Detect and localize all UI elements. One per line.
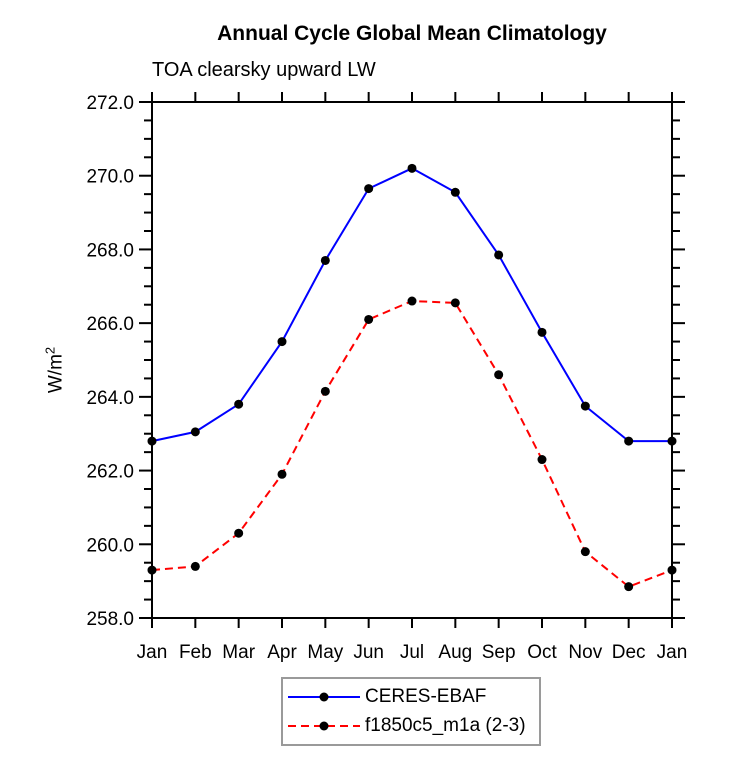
y-tick-label: 260.0 — [86, 535, 134, 556]
series-1-point — [364, 314, 374, 324]
legend-item-model: f1850c5_m1a (2-3) — [285, 715, 539, 737]
legend-line-sample-dashed — [288, 721, 360, 731]
series-1-point — [667, 565, 677, 575]
series-1-point — [494, 370, 504, 380]
x-tick-label: Nov — [568, 642, 602, 663]
series-1-point — [450, 298, 460, 308]
legend-line-sample-solid — [288, 692, 360, 702]
x-tick-label: Oct — [527, 642, 557, 663]
series-0-point — [494, 250, 504, 260]
series-0-point — [667, 436, 677, 446]
legend: CERES-EBAF f1850c5_m1a (2-3) — [281, 677, 541, 746]
legend-label: f1850c5_m1a (2-3) — [365, 715, 526, 736]
series-0-point — [624, 436, 634, 446]
series-0-point — [190, 427, 200, 437]
series-1-line — [151, 299, 673, 588]
y-tick-label: 272.0 — [86, 93, 134, 114]
y-tick-label: 264.0 — [86, 388, 134, 409]
series-0-point — [450, 187, 460, 197]
x-tick-label: Mar — [222, 642, 255, 663]
plot-frame — [151, 101, 673, 619]
x-tick-label: Jan — [137, 642, 168, 663]
series-0-point — [407, 163, 417, 173]
y-tick-label: 266.0 — [86, 314, 134, 335]
series-1-point — [234, 528, 244, 538]
series-1-point — [624, 582, 634, 592]
y-tick-label: 262.0 — [86, 462, 134, 483]
series-1-point — [320, 386, 330, 396]
legend-label: CERES-EBAF — [365, 686, 487, 707]
x-tick-label: Jan — [657, 642, 688, 663]
series-0-point — [580, 401, 590, 411]
series-1-point — [537, 455, 547, 465]
x-tick-label: Dec — [612, 642, 646, 663]
series-0-point — [147, 436, 157, 446]
x-tick-label: Aug — [438, 642, 472, 663]
series-0-point — [234, 399, 244, 409]
x-tick-label: Sep — [482, 642, 516, 663]
x-tick-label: Apr — [267, 642, 297, 663]
series-0-point — [277, 337, 287, 347]
series-1-point — [277, 469, 287, 479]
y-tick-label: 270.0 — [86, 167, 134, 188]
chart-title: Annual Cycle Global Mean Climatology — [217, 22, 607, 45]
series-0-point — [537, 327, 547, 337]
legend-item-ceres: CERES-EBAF — [285, 686, 539, 708]
series-1-point — [190, 561, 200, 571]
x-tick-label: Jun — [353, 642, 384, 663]
series-0-point — [364, 184, 374, 194]
series-1-point — [580, 547, 590, 557]
series-0-point — [320, 255, 330, 265]
series-1-point — [407, 296, 417, 306]
chart-subtitle: TOA clearsky upward LW — [152, 59, 376, 81]
series-1-point — [147, 565, 157, 575]
y-tick-label: 258.0 — [86, 609, 134, 630]
y-tick-label: 268.0 — [86, 240, 134, 261]
x-tick-label: Feb — [179, 642, 212, 663]
x-tick-label: Jul — [400, 642, 424, 663]
x-tick-label: May — [307, 642, 343, 663]
